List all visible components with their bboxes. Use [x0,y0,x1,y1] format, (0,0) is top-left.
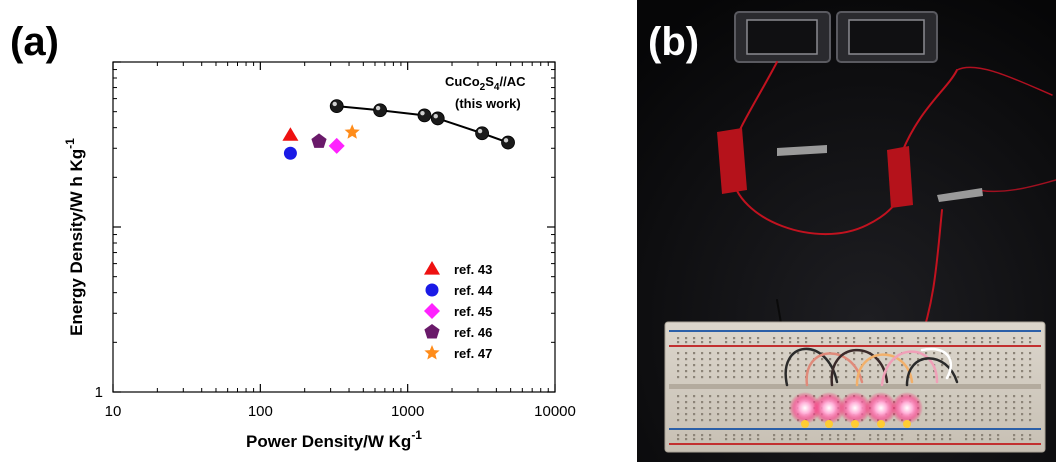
photo-led-demo [637,0,1056,462]
legend-marker [424,303,440,319]
series-ref-45 [328,137,345,154]
breadboard [664,321,1046,453]
legend-label: ref. 46 [454,325,492,340]
alligator-clips [717,128,983,208]
supercapacitor-devices [734,11,938,63]
legend-marker [424,261,440,275]
panel-label-a: (a) [10,20,59,64]
x-tick-label: 100 [248,403,273,420]
legend-entry: ref. 43 [424,261,492,277]
legend-marker [424,324,440,339]
data-point-highlight [420,110,425,116]
series-ref-43 [282,127,299,141]
legend-entry: ref. 46 [424,324,492,340]
data-point [282,127,299,141]
x-tick-label: 1000 [391,403,424,420]
series-ref-46 [311,133,327,148]
data-point [475,126,489,141]
led-breadboard-photo [637,0,1056,462]
led-array [789,392,923,428]
data-point [430,111,445,126]
data-point-highlight [433,114,438,119]
annotation-part: S [485,74,494,89]
data-point-highlight [477,128,483,134]
series-ref-47 [344,124,360,139]
legend-entry: ref. 47 [424,345,492,361]
series-this-work [329,99,515,150]
legend-marker [425,283,439,297]
legend-label: ref. 47 [454,346,492,361]
energy-power-chart: 10 100 1000 10000 1 ref. 43 ref. 44 ref. 45 ref… [63,61,576,451]
legend-entry: ref. 45 [424,303,492,319]
data-point [417,108,432,123]
series-annotation: CuCo2S4//AC [445,74,526,93]
legend-label: ref. 44 [454,283,493,298]
annotation-part: 2 [480,82,486,93]
legend-entry: ref. 44 [425,283,493,298]
data-point [344,124,360,139]
data-point [329,99,344,114]
y-axis-label: Energy Density/W h Kg-1 [63,138,86,336]
series-annotation-line2: (this work) [455,96,521,111]
annotation-part: //AC [499,74,526,89]
x-axis-label-sup: -1 [411,428,422,442]
annotation-part: 4 [494,82,500,93]
legend-marker [424,345,440,360]
data-point-highlight [503,138,509,143]
y-axis-label-sup: -1 [63,138,77,149]
x-tick-label: 10000 [534,403,576,420]
data-point-highlight [332,101,337,107]
panel-label-b: (b) [648,20,700,64]
data-point [328,137,345,154]
x-tick-label: 10 [105,403,122,420]
legend-label: ref. 43 [454,262,492,277]
data-point-highlight [375,105,381,111]
jumper-wires [784,347,959,387]
y-tick-label: 1 [95,384,103,401]
data-point [283,146,297,160]
data-point [501,135,515,150]
legend-label: ref. 45 [454,304,492,319]
data-point [311,133,327,148]
data-point [373,103,388,118]
x-axis-label: Power Density/W Kg-1 [246,428,422,451]
annotation-part: CuCo [445,74,480,89]
series-ref-44 [283,146,297,160]
